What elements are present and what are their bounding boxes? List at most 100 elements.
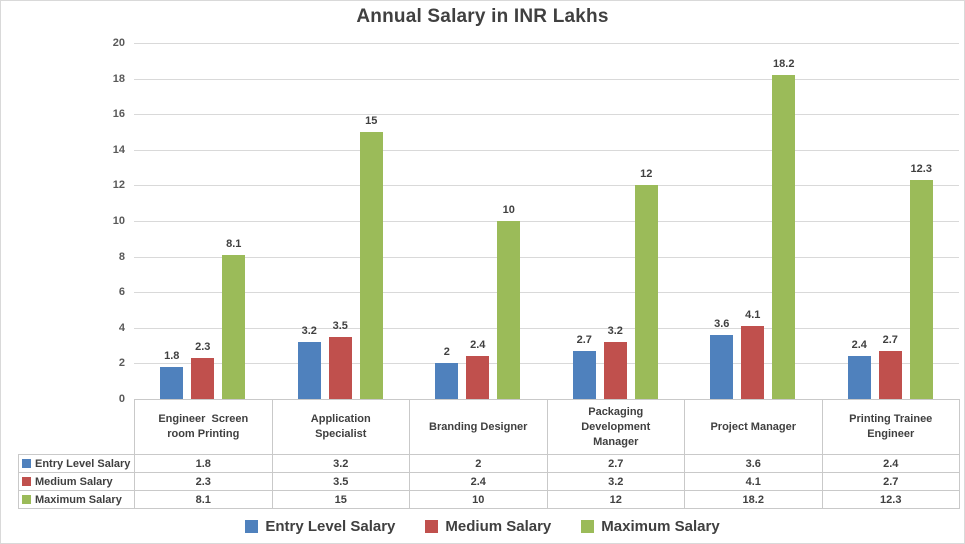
bar-column: 8.1 <box>222 43 246 399</box>
y-tick-label: 6 <box>118 286 125 299</box>
y-tick-label: 8 <box>118 250 125 263</box>
series-swatch <box>22 458 31 468</box>
bar-column: 18.2 <box>772 43 796 399</box>
table-cell: 3.5 <box>271 472 410 491</box>
legend-item: Entry Level Salary <box>245 518 395 535</box>
bar-column: 3.2 <box>603 43 627 399</box>
bar <box>191 358 215 399</box>
bar-value-label: 4.1 <box>745 309 761 322</box>
y-tick-label: 18 <box>112 72 125 85</box>
series-swatch <box>22 476 31 486</box>
table-cell: 2 <box>409 454 548 473</box>
bar-value-label: 12 <box>640 168 653 181</box>
table-row-header: Entry Level Salary <box>18 454 135 473</box>
gridline <box>134 114 959 116</box>
gridline <box>134 43 959 44</box>
table-cell: 4.1 <box>684 472 823 491</box>
category-label: Branding Designer <box>409 399 548 455</box>
legend: Entry Level Salary Medium Salary Maximum S… <box>1 512 964 540</box>
legend-swatch <box>245 519 259 533</box>
gridline <box>134 149 959 151</box>
bar-value-label: 18.2 <box>773 58 795 71</box>
bar-value-label: 3.5 <box>332 319 348 332</box>
category-label: Application Specialist <box>271 399 410 455</box>
table-row: Maximum Salary 8.1 15 10 12 18.2 12.3 <box>18 490 960 509</box>
bar-column: 10 <box>497 43 521 399</box>
bar <box>222 254 246 399</box>
bar-group: 3.2 3.5 15 <box>272 43 410 399</box>
legend-swatch <box>425 519 439 533</box>
legend-item: Medium Salary <box>425 518 551 535</box>
table-cell: 2.3 <box>134 472 273 491</box>
y-tick-label: 12 <box>112 179 125 192</box>
bar-value-label: 2.4 <box>470 339 486 352</box>
bar-value-label: 1.8 <box>164 349 180 362</box>
table-corner-cell <box>18 399 135 455</box>
bar-column: 3.5 <box>328 43 352 399</box>
y-tick-label: 20 <box>112 37 125 49</box>
legend-label: Entry Level Salary <box>265 517 396 535</box>
table-cell: 1.8 <box>134 454 273 473</box>
table-row-header: Medium Salary <box>18 472 135 491</box>
table-cell: 2.4 <box>409 472 548 491</box>
bar-value-label: 3.2 <box>301 325 317 338</box>
table-cell: 8.1 <box>134 490 273 509</box>
bar-column: 15 <box>359 43 383 399</box>
y-tick-label: 2 <box>118 357 125 370</box>
table-cell: 3.2 <box>546 472 685 491</box>
table-cell: 3.2 <box>271 454 410 473</box>
bar-value-label: 3.2 <box>607 325 623 338</box>
legend-label: Medium Salary <box>445 517 552 535</box>
gridline <box>134 292 959 294</box>
bar-value-label: 2 <box>443 346 450 359</box>
table-cell: 12 <box>546 490 685 509</box>
bar <box>603 342 627 399</box>
bar <box>772 75 796 399</box>
y-tick-label: 10 <box>112 215 125 227</box>
legend-swatch <box>581 519 595 533</box>
category-label: Printing Trainee Engineer <box>821 399 960 455</box>
series-swatch <box>22 494 31 504</box>
table-row: Entry Level Salary 1.8 3.2 2 2.7 3.6 2.4 <box>18 454 960 473</box>
bar <box>634 185 658 399</box>
table-cell: 18.2 <box>684 490 823 509</box>
table-cell: 12.3 <box>821 490 960 509</box>
bar-column: 2 <box>435 43 459 399</box>
bar <box>741 326 765 399</box>
bar-value-label: 8.1 <box>226 237 242 250</box>
y-tick-label: 16 <box>112 108 125 121</box>
legend-item: Maximum Salary <box>581 517 720 535</box>
y-tick-label: 14 <box>112 143 125 156</box>
table-row: Medium Salary 2.3 3.5 2.4 3.2 4.1 2.7 <box>18 472 960 491</box>
gridline <box>134 221 959 222</box>
bar-column: 3.2 <box>297 43 321 399</box>
chart-title: Annual Salary in INR Lakhs <box>356 6 609 27</box>
plot-area: 1.8 2.3 8.1 3.2 3.5 15 2 2.4 10 2.7 3.2 12 3.6 4.1 18.… <box>134 43 959 400</box>
y-tick-label: 0 <box>118 393 125 405</box>
bar-value-label: 2.4 <box>851 339 867 352</box>
gridline <box>134 256 959 258</box>
bar-value-label: 2.7 <box>882 333 898 346</box>
bar <box>572 350 596 399</box>
table-cell: 3.6 <box>684 454 823 473</box>
data-table: Engineer Screen room Printing Application… <box>18 399 960 509</box>
table-cell: 2.7 <box>546 454 685 473</box>
table-row-header: Maximum Salary <box>18 490 135 509</box>
bar <box>847 356 871 399</box>
bar-column: 2.7 <box>878 43 902 399</box>
bar <box>466 356 490 399</box>
bar-column: 4.1 <box>741 43 765 399</box>
table-cell: 2.4 <box>821 454 960 473</box>
bar-column: 12 <box>634 43 658 399</box>
bar-group: 1.8 2.3 8.1 <box>134 43 272 399</box>
bar-column: 3.6 <box>710 43 734 399</box>
bar-column: 2.4 <box>847 43 871 399</box>
bar <box>297 342 321 399</box>
bar-column: 12.3 <box>909 43 933 399</box>
gridline <box>134 363 959 365</box>
bar <box>435 363 459 399</box>
bar <box>359 132 383 399</box>
legend-label: Maximum Salary <box>601 517 720 535</box>
bar <box>497 221 521 399</box>
